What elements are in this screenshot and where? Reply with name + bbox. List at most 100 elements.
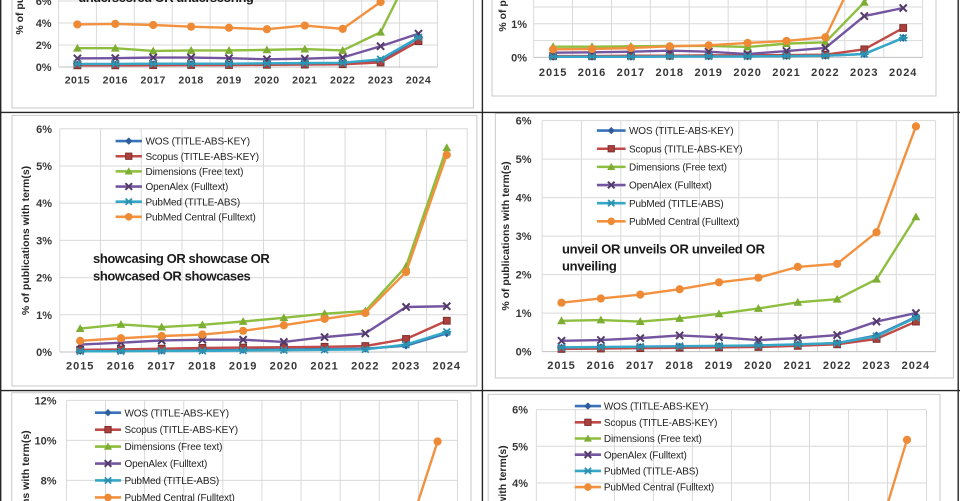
svg-text:% of publications with term(s): % of publications with term(s) [20,166,32,315]
svg-text:2017: 2017 [147,361,175,373]
svg-text:2022: 2022 [351,361,379,373]
svg-text:2016: 2016 [103,75,128,87]
svg-text:WOS (TITLE-ABS-KEY): WOS (TITLE-ABS-KEY) [146,137,250,148]
svg-text:5%: 5% [36,161,52,173]
svg-text:2019: 2019 [705,360,733,372]
svg-text:2024: 2024 [889,67,917,79]
svg-text:0%: 0% [516,347,532,359]
svg-text:2020: 2020 [733,67,761,79]
svg-text:PubMed Central (Fulltext): PubMed Central (Fulltext) [629,217,739,228]
svg-text:4%: 4% [36,18,52,30]
svg-text:2017: 2017 [141,75,166,87]
svg-text:% of publications with term(s): % of publications with term(s) [500,161,512,310]
svg-text:OpenAlex (Fulltext): OpenAlex (Fulltext) [146,182,229,193]
svg-text:2019: 2019 [694,67,722,79]
svg-text:2024: 2024 [433,361,461,373]
svg-text:PubMed (TITLE-ABS): PubMed (TITLE-ABS) [125,476,220,487]
svg-text:PubMed Central (Fulltext): PubMed Central (Fulltext) [125,493,235,501]
svg-text:2020: 2020 [270,361,298,373]
svg-text:Dimensions (Free text): Dimensions (Free text) [146,167,244,178]
svg-text:showcasing OR showcase OR: showcasing OR showcase OR [93,251,270,266]
svg-text:5%: 5% [516,154,532,166]
svg-text:Scopus (TITLE-ABS-KEY): Scopus (TITLE-ABS-KEY) [146,152,259,163]
svg-text:0%: 0% [511,52,527,64]
svg-text:WOS (TITLE-ABS-KEY): WOS (TITLE-ABS-KEY) [125,408,229,419]
svg-text:2019: 2019 [216,75,241,87]
svg-text:WOS (TITLE-ABS-KEY): WOS (TITLE-ABS-KEY) [604,402,708,413]
svg-text:2018: 2018 [188,361,216,373]
svg-text:3%: 3% [516,231,532,243]
svg-text:10%: 10% [34,435,56,447]
svg-text:6%: 6% [36,124,52,136]
svg-text:4%: 4% [516,193,532,205]
svg-text:2021: 2021 [310,361,338,373]
svg-text:PubMed (TITLE-ABS): PubMed (TITLE-ABS) [146,197,241,208]
svg-text:2018: 2018 [665,360,693,372]
svg-text:2015: 2015 [65,75,90,87]
svg-text:1%: 1% [516,308,532,320]
svg-text:PubMed (TITLE-ABS): PubMed (TITLE-ABS) [629,199,724,210]
svg-text:2016: 2016 [587,360,615,372]
svg-text:2015: 2015 [539,67,567,79]
svg-text:Scopus (TITLE-ABS-KEY): Scopus (TITLE-ABS-KEY) [125,425,238,436]
svg-text:2015: 2015 [547,360,575,372]
svg-text:5%: 5% [512,441,528,453]
svg-text:Scopus (TITLE-ABS-KEY): Scopus (TITLE-ABS-KEY) [629,144,742,155]
svg-text:2017: 2017 [617,67,645,79]
svg-text:2016: 2016 [107,361,135,373]
svg-text:Dimensions (Free text): Dimensions (Free text) [125,442,223,453]
svg-text:2021: 2021 [772,67,800,79]
svg-text:WOS (TITLE-ABS-KEY): WOS (TITLE-ABS-KEY) [629,126,733,137]
svg-text:2023: 2023 [850,67,878,79]
svg-text:2%: 2% [36,40,52,52]
svg-text:2021: 2021 [784,360,812,372]
svg-text:unveil OR unveils OR unveiled: unveil OR unveils OR unveiled OR [562,242,766,257]
svg-text:OpenAlex (Fulltext): OpenAlex (Fulltext) [604,450,687,461]
svg-text:% of publications with term(s): % of publications with term(s) [14,0,26,35]
svg-text:6%: 6% [36,0,52,8]
svg-text:2018: 2018 [656,67,684,79]
svg-text:2020: 2020 [254,75,279,87]
svg-text:2%: 2% [516,270,532,282]
svg-text:2023: 2023 [392,361,420,373]
svg-text:OpenAlex (Fulltext): OpenAlex (Fulltext) [125,459,208,470]
svg-text:Scopus (TITLE-ABS-KEY): Scopus (TITLE-ABS-KEY) [604,418,717,429]
svg-text:PubMed (TITLE-ABS): PubMed (TITLE-ABS) [604,467,699,478]
svg-text:showcased OR showcases: showcased OR showcases [93,269,251,284]
svg-text:12%: 12% [34,395,56,407]
svg-text:2022: 2022 [811,67,839,79]
svg-text:2022: 2022 [823,360,851,372]
svg-text:2024: 2024 [406,75,431,87]
svg-text:6%: 6% [516,116,532,128]
svg-text:2017: 2017 [626,360,654,372]
svg-text:2018: 2018 [178,75,203,87]
svg-text:2023: 2023 [368,75,393,87]
svg-text:% of publications with term(s): % of publications with term(s) [20,430,32,501]
svg-text:1%: 1% [36,310,52,322]
svg-text:0%: 0% [36,347,52,359]
svg-text:2019: 2019 [229,361,257,373]
svg-text:Dimensions (Free text): Dimensions (Free text) [604,434,702,445]
svg-text:unveiling: unveiling [562,259,617,274]
svg-text:2016: 2016 [578,67,606,79]
svg-text:2%: 2% [36,273,52,285]
svg-text:OpenAlex (Fulltext): OpenAlex (Fulltext) [629,181,712,192]
svg-text:1%: 1% [511,19,527,31]
svg-text:0%: 0% [36,62,52,74]
svg-text:2022: 2022 [330,75,355,87]
svg-text:2015: 2015 [66,361,94,373]
svg-text:Dimensions (Free text): Dimensions (Free text) [629,162,727,173]
svg-text:% of publications with term(s): % of publications with term(s) [497,0,509,32]
svg-text:3%: 3% [36,235,52,247]
svg-text:2020: 2020 [744,360,772,372]
svg-text:PubMed Central (Fulltext): PubMed Central (Fulltext) [604,483,714,494]
svg-text:underscored OR underscoring: underscored OR underscoring [78,0,254,5]
svg-text:4%: 4% [36,198,52,210]
svg-text:8%: 8% [41,475,57,487]
svg-text:% of publications with term(s): % of publications with term(s) [497,445,509,501]
svg-text:2021: 2021 [292,75,317,87]
svg-text:PubMed Central (Fulltext): PubMed Central (Fulltext) [146,212,256,223]
svg-text:4%: 4% [512,478,528,490]
svg-text:6%: 6% [512,405,528,417]
svg-text:2023: 2023 [862,360,890,372]
